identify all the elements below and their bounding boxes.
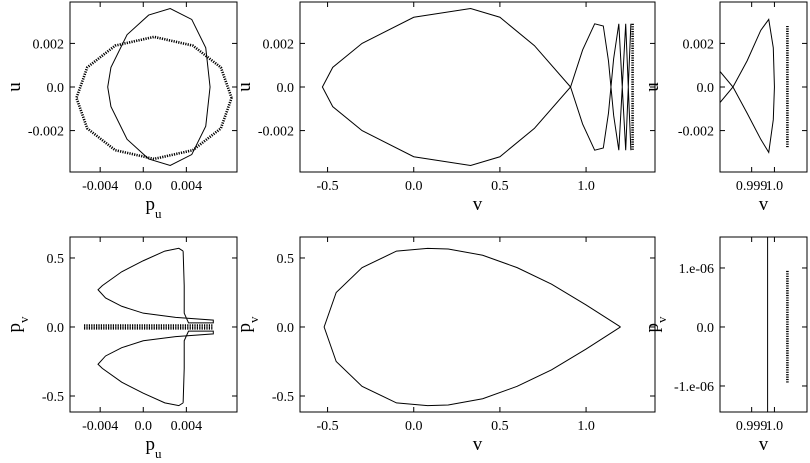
x-tick-label: 0.5 <box>491 179 509 194</box>
x-tick-label: 1.0 <box>577 419 595 434</box>
y-tick-label: 0.5 <box>277 252 295 267</box>
y-tick-label: 0.0 <box>697 81 715 96</box>
axis-label: pv <box>234 316 261 333</box>
curve <box>107 8 211 166</box>
axis-label-main: p <box>146 434 156 455</box>
x-tick-label: 0.004 <box>171 419 203 434</box>
axis-label: pv <box>642 316 669 333</box>
curve <box>720 18 775 154</box>
axis-label-main: u <box>234 82 255 92</box>
axis-label-sub: v <box>16 316 31 323</box>
axis-label: v <box>759 194 769 215</box>
y-tick-label: -0.002 <box>678 125 714 140</box>
x-tick-label: -0.5 <box>316 419 338 434</box>
axis-label: u <box>642 82 663 92</box>
y-tick-label: 0.002 <box>683 37 715 52</box>
axis-label: pu <box>146 194 163 221</box>
x-tick-label: 0.0 <box>405 179 423 194</box>
x-tick-label: 0.0 <box>135 419 153 434</box>
curve <box>323 247 621 407</box>
panel: -0.5 0.0 0.5 1.0 -0.5 0.0 0.5 <box>272 236 656 434</box>
curve <box>75 35 233 161</box>
y-tick-label: 0.0 <box>47 81 65 96</box>
y-tick-label: -0.5 <box>42 390 64 405</box>
y-tick-label: 0.0 <box>277 321 295 336</box>
axis-label: pv <box>4 316 31 333</box>
x-tick-label: 0.0 <box>135 179 153 194</box>
y-tick-label: 0.0 <box>277 81 295 96</box>
plot-frame <box>69 1 238 173</box>
axis-label-main: u <box>4 82 25 92</box>
axis-label-main: v <box>759 194 769 215</box>
axis-label-sub: u <box>155 206 162 221</box>
x-tick-label: 0.999 <box>736 179 768 194</box>
axis-label-main: p <box>146 194 156 215</box>
axis-label-main: v <box>759 434 769 455</box>
y-tick-label: 0.0 <box>47 321 65 336</box>
y-tick-label: 0.5 <box>47 252 65 267</box>
plot-frame <box>719 236 808 413</box>
axis-label: v <box>473 434 483 455</box>
y-tick-label: -0.5 <box>272 390 294 405</box>
x-tick-label: -0.004 <box>82 179 118 194</box>
axis-label-main: p <box>642 323 663 333</box>
curve <box>84 324 214 330</box>
plot-frame <box>69 236 238 413</box>
axis-label: u <box>234 82 255 92</box>
curve <box>321 8 632 166</box>
x-tick-label: 1.0 <box>766 179 784 194</box>
axis-label: pu <box>146 434 163 461</box>
axis-label: v <box>473 194 483 215</box>
axis-label-sub: v <box>654 316 669 323</box>
x-tick-label: -0.004 <box>82 419 118 434</box>
axis-label-main: v <box>473 434 483 455</box>
x-tick-label: 0.999 <box>736 419 768 434</box>
panel: -0.004 0.0 0.004 -0.002 0.0 0.002 <box>28 1 238 194</box>
axis-label-main: p <box>234 323 255 333</box>
x-tick-label: 1.0 <box>766 419 784 434</box>
x-tick-label: 0.5 <box>491 419 509 434</box>
axis-label-sub: v <box>246 316 261 323</box>
plot-frame <box>299 236 656 413</box>
y-tick-label: 0.002 <box>263 37 295 52</box>
axis-label: v <box>759 434 769 455</box>
plot-frame <box>299 1 656 173</box>
x-tick-label: 1.0 <box>577 179 595 194</box>
axis-label-sub: u <box>155 446 162 461</box>
y-tick-label: -0.002 <box>28 125 64 140</box>
y-tick-label: -1.e-06 <box>674 380 714 395</box>
axis-label: u <box>4 82 25 92</box>
panel: -0.5 0.0 0.5 1.0 -0.002 0.0 0.002 <box>258 1 656 194</box>
curve <box>97 247 214 407</box>
y-tick-label: 1.e-06 <box>679 262 714 277</box>
x-tick-label: -0.5 <box>316 179 338 194</box>
x-tick-label: 0.004 <box>171 179 203 194</box>
y-tick-label: 0.0 <box>697 321 715 336</box>
x-tick-label: 0.0 <box>405 419 423 434</box>
panel: -0.004 0.0 0.004 -0.5 0.0 0.5 <box>42 236 238 434</box>
axis-label-main: v <box>473 194 483 215</box>
axis-label-main: p <box>4 323 25 333</box>
y-tick-label: 0.002 <box>33 37 65 52</box>
axis-label-main: u <box>642 82 663 92</box>
y-tick-label: -0.002 <box>258 125 294 140</box>
